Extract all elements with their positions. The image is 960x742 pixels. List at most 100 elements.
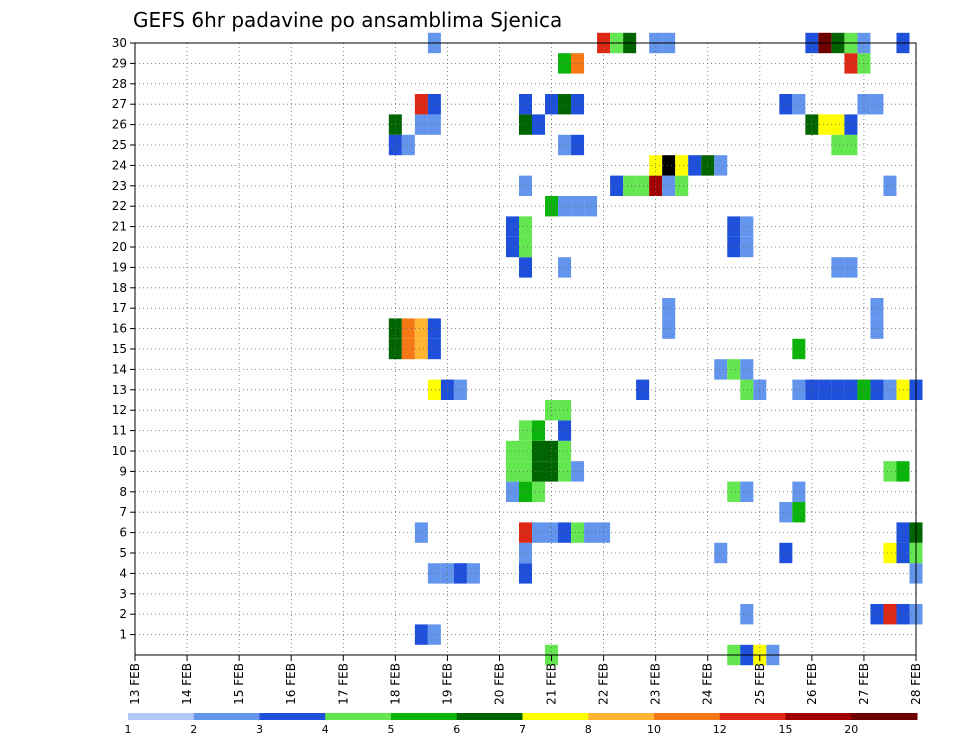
heatmap-cell [427, 318, 441, 339]
heatmap-cell [792, 379, 806, 400]
heatmap-cell [558, 461, 572, 482]
heatmap-cell [518, 236, 533, 258]
heatmap-cell [571, 53, 585, 74]
y-tick-label: 20 [112, 240, 127, 254]
heatmap-cell [571, 94, 585, 115]
heatmap-cell [896, 379, 910, 400]
heatmap-cell [518, 563, 533, 584]
y-tick-label: 15 [112, 342, 127, 356]
heatmap-cell [870, 318, 884, 339]
colorbar-swatch [654, 713, 721, 720]
heatmap-cell [870, 604, 884, 625]
y-tick-label: 8 [119, 485, 127, 499]
y-tick-label: 7 [119, 505, 127, 519]
heatmap-cell [414, 114, 428, 135]
x-tick-label: 14 FEB [180, 663, 194, 705]
heatmap-cell [844, 53, 858, 74]
y-tick-label: 27 [112, 97, 127, 111]
heatmap-cell [532, 114, 546, 135]
heatmap-cell [675, 155, 689, 176]
heatmap-cell [896, 522, 910, 543]
heatmap-cell [505, 440, 519, 462]
heatmap-cell [818, 379, 832, 400]
heatmap-cell [727, 359, 741, 380]
heatmap-cell [740, 236, 754, 258]
heatmap-cell [818, 114, 832, 135]
colorbar-label: 15 [779, 723, 793, 736]
colorbar-label: 12 [713, 723, 727, 736]
colorbar-swatch [719, 713, 786, 720]
heatmap-cell [571, 461, 585, 482]
y-tick-label: 3 [119, 587, 127, 601]
colorbar-label: 2 [190, 723, 197, 736]
heatmap-cells [388, 32, 923, 666]
heatmap-cell [453, 563, 467, 584]
heatmap-cell [518, 257, 533, 278]
colorbar-swatch [391, 713, 458, 720]
y-tick-label: 26 [112, 118, 127, 132]
y-tick-label: 14 [112, 362, 127, 376]
heatmap-cell [401, 318, 415, 339]
colorbar-label: 6 [453, 723, 460, 736]
chart-title: GEFS 6hr padavine po ansamblima Sjenica [133, 8, 562, 32]
colorbar-swatch [193, 713, 260, 720]
heatmap-cell [636, 175, 650, 196]
colorbar-swatch [128, 713, 195, 720]
heatmap-cell [427, 379, 441, 400]
heatmap-cell [401, 338, 415, 360]
heatmap-cell [740, 604, 754, 625]
heatmap-cell [727, 481, 741, 502]
heatmap-cell [532, 461, 546, 482]
heatmap-cell [740, 481, 754, 502]
heatmap-cell [623, 175, 637, 196]
colorbar: 1 2 3 4 5 6 7 8 10 12 15 20 [125, 713, 918, 736]
heatmap-cell [870, 298, 884, 319]
heatmap-cell [532, 522, 546, 543]
heatmap-cell [779, 502, 793, 523]
heatmap-cell [844, 379, 858, 400]
heatmap-cell [414, 94, 428, 115]
heatmap-cell [532, 420, 546, 441]
heatmap-cell [466, 563, 480, 584]
y-tick-label: 16 [112, 322, 127, 336]
heatmap-cell [831, 114, 845, 135]
heatmap-cell [844, 134, 858, 156]
y-tick-label: 28 [112, 77, 127, 91]
colorbar-swatch [851, 713, 918, 720]
y-tick-label: 9 [119, 464, 127, 478]
heatmap-cell [779, 94, 793, 115]
colorbar-label: 10 [647, 723, 661, 736]
colorbar-swatch [456, 713, 523, 720]
colorbar-label: 8 [585, 723, 592, 736]
colorbar-label: 20 [844, 723, 858, 736]
y-tick-label: 4 [119, 566, 127, 580]
heatmap-cell [518, 542, 533, 564]
heatmap-cell [584, 196, 598, 217]
colorbar-label: 1 [125, 723, 132, 736]
heatmap-cell [505, 481, 519, 502]
y-axis: 1234567891011121314151617181920212223242… [112, 36, 135, 642]
heatmap-cell [532, 481, 546, 502]
heatmap-cell [414, 318, 428, 339]
heatmap-cell [558, 94, 572, 115]
heatmap-cell [571, 522, 585, 543]
heatmap-cell [610, 175, 624, 196]
x-tick-label: 17 FEB [336, 663, 350, 705]
y-tick-label: 17 [112, 301, 127, 315]
heatmap-cell [727, 216, 741, 237]
heatmap-cell [453, 379, 467, 400]
colorbar-swatch [325, 713, 392, 720]
x-tick-label: 19 FEB [440, 663, 454, 705]
heatmap-cell [896, 461, 910, 482]
heatmap-cell [792, 94, 806, 115]
heatmap-cell [558, 53, 572, 74]
heatmap-cell [662, 175, 676, 196]
heatmap-cell [532, 440, 546, 462]
y-tick-label: 11 [112, 424, 127, 438]
heatmap-cell [896, 542, 910, 564]
y-tick-label: 24 [112, 158, 127, 172]
heatmap-cell [662, 298, 676, 319]
y-tick-label: 1 [119, 628, 127, 642]
x-tick-label: 24 FEB [701, 663, 715, 705]
x-tick-label: 13 FEB [128, 663, 142, 705]
